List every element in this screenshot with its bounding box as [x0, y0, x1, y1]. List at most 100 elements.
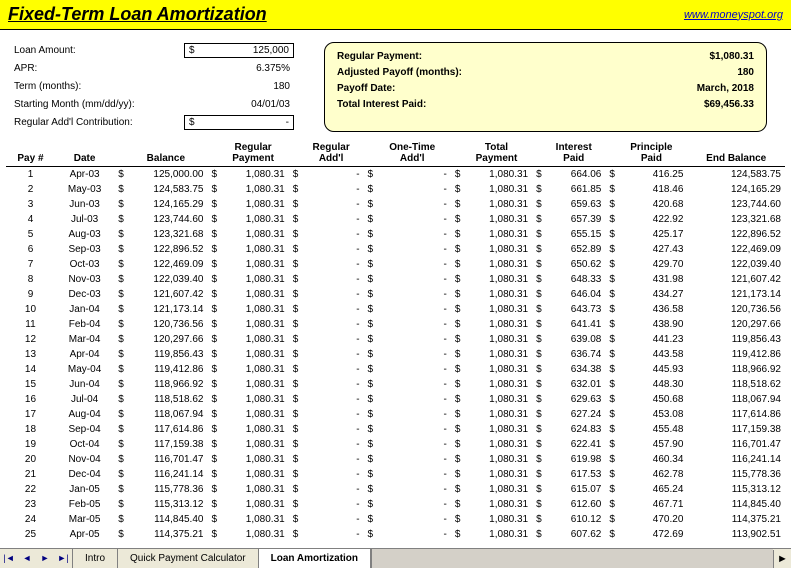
cell-balance: 118,966.92 [124, 377, 207, 392]
cell-onetime: - [374, 257, 451, 272]
cell-balance: 123,321.68 [124, 227, 207, 242]
dollar-sign: $ [605, 272, 615, 287]
cell-date: Nov-04 [55, 452, 114, 467]
dollar-sign: $ [289, 302, 299, 317]
table-row: 8Nov-03$122,039.40$1,080.31$-$-$1,080.31… [6, 272, 785, 287]
dollar-sign: $ [114, 242, 124, 257]
nav-prev-button[interactable]: ◄ [18, 549, 36, 567]
total-interest-label: Total Interest Paid: [337, 97, 426, 113]
cell-pay: 4 [6, 212, 55, 227]
dollar-sign: $ [451, 272, 461, 287]
table-row: 18Sep-04$117,614.86$1,080.31$-$-$1,080.3… [6, 422, 785, 437]
cell-onetime: - [374, 512, 451, 527]
cell-total: 1,080.31 [461, 512, 532, 527]
dollar-sign: $ [364, 497, 374, 512]
dollar-sign: $ [364, 287, 374, 302]
cell-balance: 116,701.47 [124, 452, 207, 467]
cell-interest: 617.53 [542, 467, 605, 482]
cell-onetime: - [374, 197, 451, 212]
cell-date: Oct-04 [55, 437, 114, 452]
dollar-sign: $ [114, 332, 124, 347]
dollar-sign: $ [289, 257, 299, 272]
cell-onetime: - [374, 422, 451, 437]
cell-balance: 117,614.86 [124, 422, 207, 437]
loan-amount-input[interactable]: $125,000 [184, 43, 294, 58]
cell-principle: 425.17 [615, 227, 687, 242]
cell-pay: 17 [6, 407, 55, 422]
dollar-sign: $ [289, 167, 299, 183]
apr-value: 6.375% [256, 63, 290, 74]
apr-input[interactable]: 6.375% [184, 61, 294, 76]
dollar-sign: $ [605, 242, 615, 257]
cell-interest: 646.04 [542, 287, 605, 302]
cell-pay: 13 [6, 347, 55, 362]
tab-loan-amortization[interactable]: Loan Amortization [259, 549, 371, 568]
cell-end-balance: 124,583.75 [687, 167, 785, 183]
tab-intro[interactable]: Intro [73, 549, 118, 568]
dollar-sign: $ [451, 512, 461, 527]
cell-principle: 416.25 [615, 167, 687, 183]
cell-date: Jan-04 [55, 302, 114, 317]
dollar-sign: $ [451, 182, 461, 197]
regular-payment-label: Regular Payment: [337, 49, 422, 65]
nav-next-button[interactable]: ► [36, 549, 54, 567]
dollar-sign: $ [207, 437, 217, 452]
cell-reg-addl: - [299, 392, 364, 407]
summary-row: Payoff Date: March, 2018 [337, 81, 754, 97]
cell-onetime: - [374, 242, 451, 257]
cell-pay: 9 [6, 287, 55, 302]
cell-end-balance: 119,856.43 [687, 332, 785, 347]
dollar-sign: $ [289, 392, 299, 407]
cell-date: May-04 [55, 362, 114, 377]
cell-balance: 115,778.36 [124, 482, 207, 497]
cell-interest: 655.15 [542, 227, 605, 242]
cell-end-balance: 121,607.42 [687, 272, 785, 287]
cell-reg-addl: - [299, 302, 364, 317]
term-input[interactable]: 180 [184, 79, 294, 94]
dollar-sign: $ [605, 332, 615, 347]
dollar-sign: $ [289, 377, 299, 392]
nav-last-button[interactable]: ►| [54, 549, 72, 567]
param-row: Starting Month (mm/dd/yy): 04/01/03 [14, 96, 294, 112]
cell-reg-payment: 1,080.31 [217, 512, 288, 527]
dollar-sign: $ [532, 227, 542, 242]
dollar-sign: $ [207, 377, 217, 392]
cell-principle: 472.69 [615, 527, 687, 542]
cell-total: 1,080.31 [461, 287, 532, 302]
cell-reg-payment: 1,080.31 [217, 347, 288, 362]
cell-balance: 122,039.40 [124, 272, 207, 287]
dollar-sign: $ [364, 467, 374, 482]
cell-pay: 14 [6, 362, 55, 377]
cell-interest: 622.41 [542, 437, 605, 452]
cell-onetime: - [374, 452, 451, 467]
dollar-sign: $ [605, 497, 615, 512]
scroll-right-button[interactable]: ► [773, 550, 791, 568]
dollar-sign: $ [364, 527, 374, 542]
cell-end-balance: 118,067.94 [687, 392, 785, 407]
dollar-sign: $ [289, 332, 299, 347]
dollar-sign: $ [289, 197, 299, 212]
cell-total: 1,080.31 [461, 422, 532, 437]
tab-quick-payment[interactable]: Quick Payment Calculator [118, 549, 259, 568]
dollar-sign: $ [532, 302, 542, 317]
cell-reg-addl: - [299, 317, 364, 332]
nav-first-button[interactable]: |◄ [0, 549, 18, 567]
cell-balance: 116,241.14 [124, 467, 207, 482]
payoff-months-label: Adjusted Payoff (months): [337, 65, 462, 81]
cell-principle: 431.98 [615, 272, 687, 287]
cell-onetime: - [374, 482, 451, 497]
cell-reg-addl: - [299, 227, 364, 242]
cell-date: Sep-04 [55, 422, 114, 437]
cell-principle: 462.78 [615, 467, 687, 482]
website-link[interactable]: www.moneyspot.org [684, 9, 783, 21]
dollar-sign: $ [451, 197, 461, 212]
start-month-input[interactable]: 04/01/03 [184, 97, 294, 112]
dollar-sign: $ [532, 317, 542, 332]
dollar-sign: $ [532, 467, 542, 482]
dollar-sign: $ [207, 242, 217, 257]
table-row: 5Aug-03$123,321.68$1,080.31$-$-$1,080.31… [6, 227, 785, 242]
addl-contrib-input[interactable]: $- [184, 115, 294, 130]
cell-principle: 420.68 [615, 197, 687, 212]
dollar-sign: $ [289, 272, 299, 287]
dollar-sign: $ [207, 497, 217, 512]
